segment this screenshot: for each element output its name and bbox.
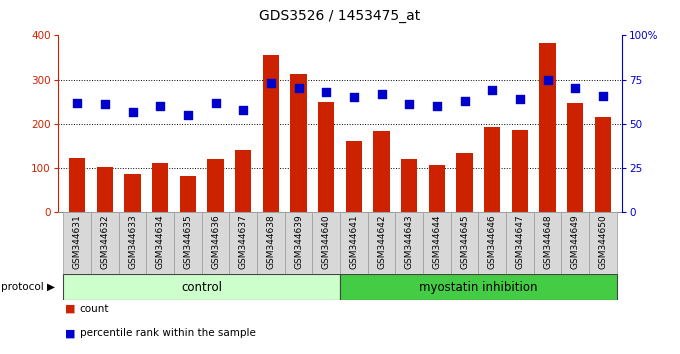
Bar: [63, 212, 91, 274]
Text: ■: ■: [65, 329, 75, 338]
Point: [210, 100, 221, 105]
Bar: [368, 212, 395, 274]
Text: GSM344642: GSM344642: [377, 214, 386, 269]
Point: [99, 102, 110, 107]
Bar: [69, 159, 86, 212]
Text: GSM344639: GSM344639: [294, 214, 303, 269]
Bar: [534, 212, 561, 274]
Bar: [119, 212, 146, 274]
Text: GSM344641: GSM344641: [350, 214, 358, 269]
Bar: [152, 163, 169, 212]
Point: [293, 86, 304, 91]
Text: GSM344638: GSM344638: [267, 214, 275, 269]
Bar: [478, 212, 506, 274]
Bar: [451, 212, 478, 274]
Point: [182, 112, 193, 118]
Text: GSM344640: GSM344640: [322, 214, 330, 269]
Bar: [202, 212, 229, 274]
Point: [514, 96, 525, 102]
Text: protocol ▶: protocol ▶: [1, 282, 55, 292]
Bar: [285, 212, 312, 274]
Bar: [124, 174, 141, 212]
Text: GSM344631: GSM344631: [73, 214, 82, 269]
Text: control: control: [181, 281, 222, 293]
Point: [570, 86, 581, 91]
Bar: [174, 212, 202, 274]
Bar: [290, 74, 307, 212]
Bar: [229, 212, 257, 274]
Bar: [567, 103, 583, 212]
Point: [542, 77, 553, 82]
Point: [431, 103, 442, 109]
Text: GSM344643: GSM344643: [405, 214, 413, 269]
Point: [127, 109, 138, 114]
Text: GDS3526 / 1453475_at: GDS3526 / 1453475_at: [259, 9, 421, 23]
Point: [376, 91, 387, 97]
Text: GSM344649: GSM344649: [571, 214, 579, 269]
Text: count: count: [80, 304, 109, 314]
Bar: [340, 212, 368, 274]
Bar: [340, 274, 617, 300]
Point: [321, 89, 332, 95]
Point: [348, 95, 359, 100]
Bar: [146, 212, 174, 274]
Text: ■: ■: [65, 304, 75, 314]
Bar: [235, 149, 252, 212]
Bar: [456, 153, 473, 212]
Point: [404, 102, 415, 107]
Bar: [257, 212, 285, 274]
Bar: [63, 274, 340, 300]
Bar: [97, 167, 113, 212]
Bar: [207, 159, 224, 212]
Text: GSM344644: GSM344644: [432, 214, 441, 269]
Point: [155, 103, 166, 109]
Text: GSM344648: GSM344648: [543, 214, 552, 269]
Bar: [401, 159, 418, 212]
Bar: [589, 212, 617, 274]
Bar: [561, 212, 589, 274]
Bar: [539, 44, 556, 212]
Text: GSM344632: GSM344632: [101, 214, 109, 269]
Bar: [423, 212, 451, 274]
Point: [598, 93, 609, 98]
Bar: [91, 212, 119, 274]
Bar: [428, 165, 445, 212]
Bar: [395, 212, 423, 274]
Bar: [511, 130, 528, 212]
Text: GSM344634: GSM344634: [156, 214, 165, 269]
Bar: [484, 127, 500, 212]
Point: [265, 80, 276, 86]
Bar: [373, 131, 390, 212]
Text: GSM344647: GSM344647: [515, 214, 524, 269]
Text: myostatin inhibition: myostatin inhibition: [419, 281, 538, 293]
Point: [238, 107, 249, 113]
Bar: [594, 117, 611, 212]
Bar: [262, 55, 279, 212]
Text: GSM344645: GSM344645: [460, 214, 469, 269]
Bar: [180, 176, 196, 212]
Point: [487, 87, 498, 93]
Bar: [506, 212, 534, 274]
Point: [459, 98, 470, 104]
Text: GSM344633: GSM344633: [128, 214, 137, 269]
Text: GSM344650: GSM344650: [598, 214, 607, 269]
Bar: [318, 102, 335, 212]
Bar: [345, 141, 362, 212]
Text: GSM344636: GSM344636: [211, 214, 220, 269]
Text: percentile rank within the sample: percentile rank within the sample: [80, 329, 256, 338]
Text: GSM344646: GSM344646: [488, 214, 496, 269]
Text: GSM344635: GSM344635: [184, 214, 192, 269]
Point: [71, 100, 82, 105]
Text: GSM344637: GSM344637: [239, 214, 248, 269]
Bar: [312, 212, 340, 274]
